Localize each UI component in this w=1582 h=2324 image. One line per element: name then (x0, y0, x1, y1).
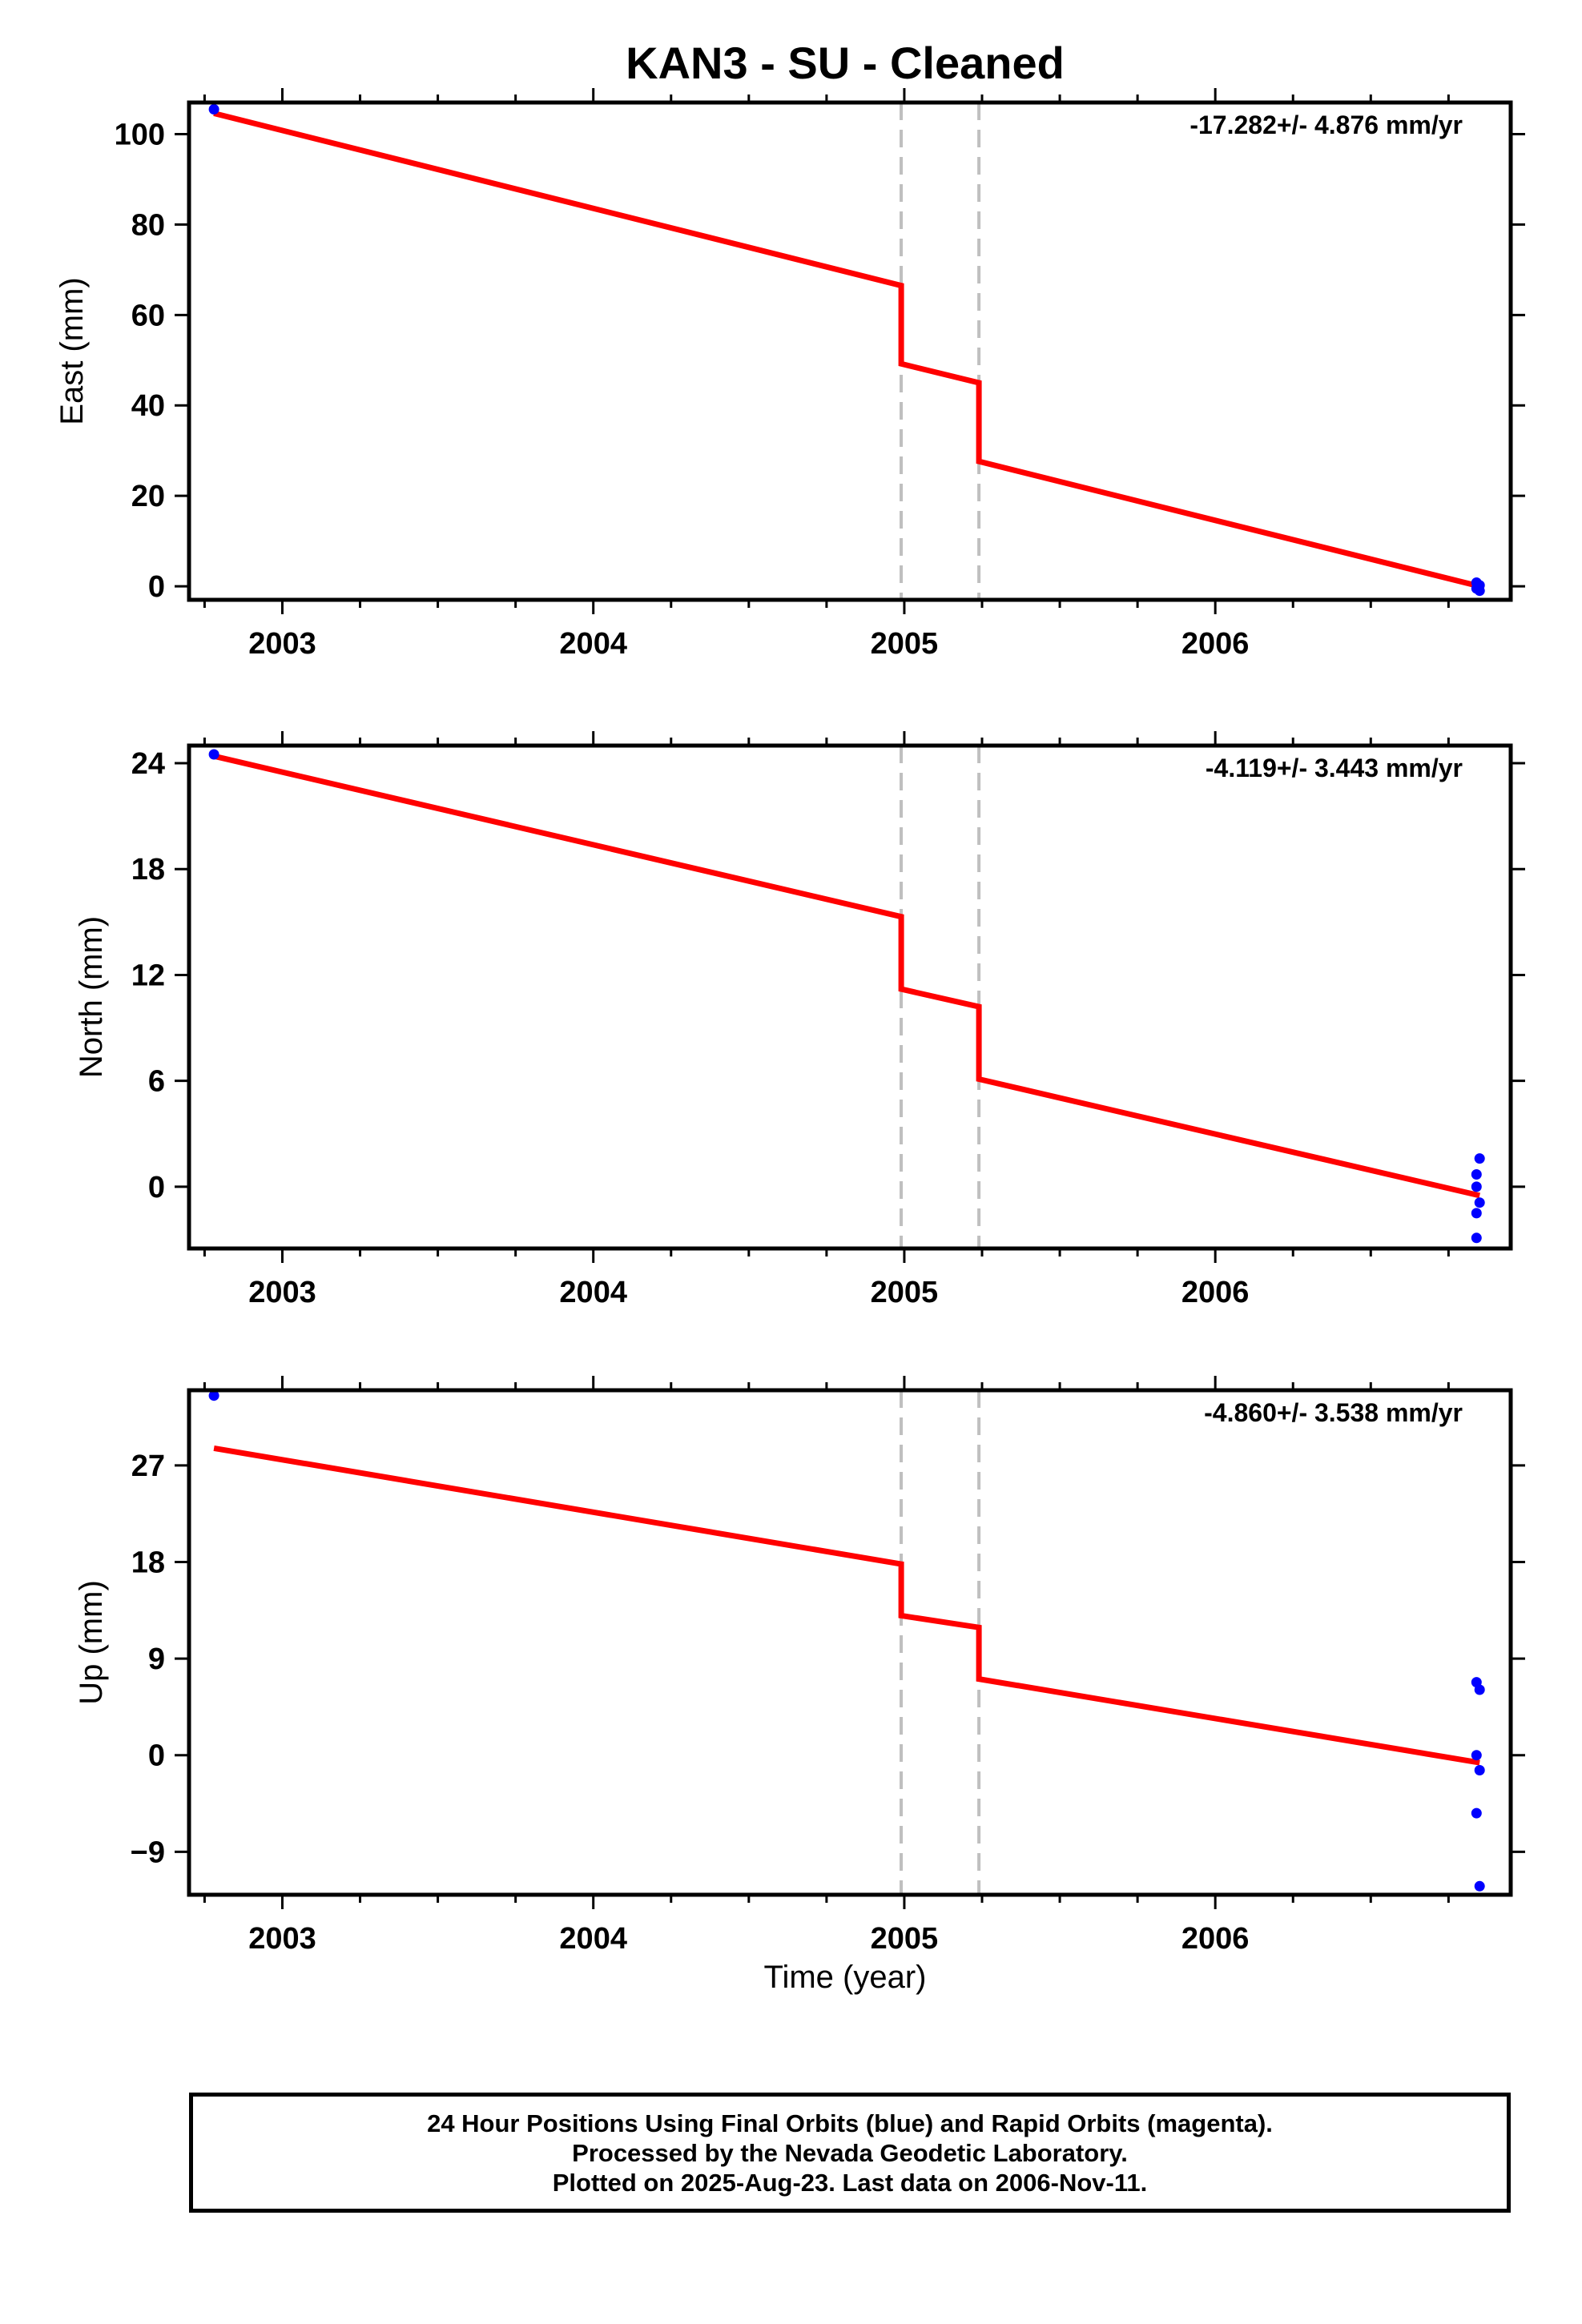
north-y-tick-label: 0 (148, 1171, 165, 1204)
east-y-tick-label: 80 (131, 208, 165, 242)
east-x-tick-label: 2003 (248, 627, 316, 661)
east-x-tick-label: 2006 (1181, 627, 1250, 661)
up-data-point-7 (1474, 1880, 1485, 1892)
north-data-point-3 (1471, 1181, 1482, 1192)
east-x-tick-label: 2004 (559, 627, 627, 661)
north-y-tick-label: 6 (148, 1065, 165, 1099)
panel-north: 2003 2004 2005 2006 0 6 12 18 24 North (mm) -4.119… (74, 731, 1525, 1309)
panel-up: 2003 2004 2005 2006 −9 0 9 18 27 Up (mm) -4.860+/-… (74, 1376, 1525, 1956)
north-y-axis-label: North (mm) (74, 916, 109, 1078)
north-x-tick-label: 2005 (871, 1276, 939, 1309)
x-axis-label: Time (year) (764, 1960, 927, 1995)
up-data-point-4 (1471, 1750, 1482, 1761)
east-y-tick-label: 20 (131, 480, 165, 513)
east-rate-label: -17.282+/- 4.876 mm/yr (1190, 111, 1463, 139)
up-x-tick-label: 2004 (559, 1922, 627, 1956)
east-y-tick-label: 100 (115, 119, 165, 152)
up-y-tick-label: 18 (131, 1546, 165, 1579)
east-y-tick-label: 60 (131, 299, 165, 332)
footer-line-1: 24 Hour Positions Using Final Orbits (bl… (427, 2109, 1273, 2137)
north-data-point-4 (1471, 1208, 1482, 1219)
north-y-tick-label: 24 (131, 747, 165, 781)
up-x-tick-label: 2005 (871, 1922, 939, 1956)
north-y-tick-label: 12 (131, 959, 165, 992)
up-y-tick-label: 0 (148, 1739, 165, 1773)
up-y-tick-label: −9 (131, 1835, 165, 1869)
footer-line-3: Plotted on 2025-Aug-23. Last data on 200… (552, 2168, 1148, 2197)
up-x-tick-label: 2003 (248, 1922, 316, 1956)
east-y-tick-label: 40 (131, 389, 165, 423)
east-data-point-1 (208, 104, 219, 115)
east-x-tick-label: 2005 (871, 627, 939, 661)
up-data-point-5 (1474, 1765, 1485, 1775)
up-data-point-1 (208, 1390, 219, 1401)
up-rate-label: -4.860+/- 3.538 mm/yr (1204, 1398, 1463, 1427)
footer-box: 24 Hour Positions Using Final Orbits (bl… (189, 2093, 1511, 2213)
north-x-tick-label: 2006 (1181, 1276, 1250, 1309)
east-y-tick-label: 0 (148, 570, 165, 604)
up-x-tick-label: 2006 (1181, 1922, 1250, 1956)
north-data-point-7 (1471, 1232, 1482, 1244)
east-model-line (213, 111, 1481, 589)
panel-east: 2003 2004 2005 2006 0 20 40 60 80 100 East (mm) -17… (54, 88, 1525, 661)
up-y-tick-label: 27 (131, 1449, 165, 1483)
north-x-tick-label: 2004 (559, 1276, 627, 1309)
up-data-point-6 (1471, 1807, 1482, 1819)
east-y-axis-label: East (mm) (54, 277, 90, 424)
north-x-tick-label: 2003 (248, 1276, 316, 1309)
up-y-axis-label: Up (mm) (74, 1580, 109, 1705)
up-model-line (213, 1445, 1480, 1766)
footer-line-2: Processed by the Nevada Geodetic Laborat… (572, 2138, 1128, 2167)
north-data-point-5 (1474, 1153, 1485, 1164)
east-plot-frame (187, 100, 1513, 602)
up-data-point-3 (1474, 1684, 1485, 1695)
up-plot-frame (187, 1388, 1513, 1897)
north-y-tick-label: 18 (131, 853, 165, 887)
chart-title: KAN3 - SU - Cleaned (626, 38, 1065, 88)
north-data-point-6 (1474, 1197, 1485, 1208)
north-model-line (213, 753, 1480, 1199)
north-rate-label: -4.119+/- 3.443 mm/yr (1206, 754, 1463, 782)
north-data-point-1 (208, 749, 219, 760)
north-plot-frame (187, 743, 1513, 1251)
east-data-point-5 (1474, 585, 1485, 597)
north-data-point-2 (1471, 1169, 1482, 1180)
up-y-tick-label: 9 (148, 1642, 165, 1676)
